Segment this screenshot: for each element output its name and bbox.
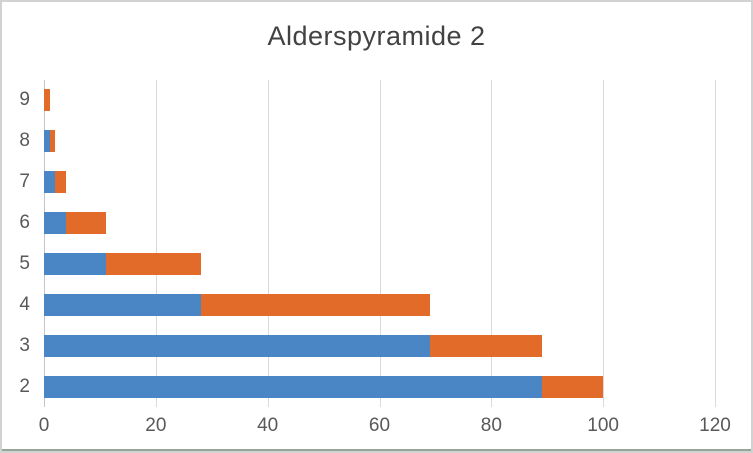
gridline bbox=[603, 80, 604, 407]
bar-segment-series-blue bbox=[44, 375, 542, 398]
y-axis-label: 8 bbox=[19, 130, 30, 152]
x-axis-label: 100 bbox=[587, 415, 619, 436]
bar-row bbox=[44, 293, 715, 316]
x-axis-label: 60 bbox=[368, 415, 391, 436]
bar-segment-series-blue bbox=[44, 293, 201, 316]
bar-row bbox=[44, 375, 715, 398]
bar-segment-series-orange bbox=[55, 171, 67, 194]
bar-row bbox=[44, 89, 715, 112]
gridline bbox=[268, 80, 269, 407]
bar-segment-series-orange bbox=[200, 293, 430, 316]
y-axis-label: 4 bbox=[19, 293, 30, 315]
x-axis-label: 120 bbox=[699, 415, 731, 436]
y-axis-label: 5 bbox=[19, 252, 30, 274]
gridline bbox=[156, 80, 157, 407]
gridline bbox=[491, 80, 492, 407]
x-axis-label: 0 bbox=[38, 415, 50, 436]
chart-title: Alderspyramide 2 bbox=[267, 21, 486, 51]
bar-segment-series-orange bbox=[49, 130, 56, 153]
bar-row bbox=[44, 212, 715, 235]
x-axis-label: 40 bbox=[257, 415, 279, 436]
value-axis-line bbox=[44, 80, 45, 407]
bar-row bbox=[44, 334, 715, 357]
gridline bbox=[715, 80, 716, 407]
bar-segment-series-orange bbox=[66, 212, 106, 235]
plot-area bbox=[44, 80, 716, 407]
bar-segment-series-orange bbox=[44, 89, 50, 112]
bar-segment-series-blue bbox=[44, 171, 56, 194]
y-axis-label: 2 bbox=[19, 375, 30, 397]
y-axis-label: 9 bbox=[19, 89, 30, 111]
bar-segment-series-orange bbox=[429, 334, 542, 357]
bar-segment-series-blue bbox=[44, 130, 50, 153]
y-axis-label: 7 bbox=[19, 171, 30, 193]
x-axis-label: 20 bbox=[145, 415, 167, 436]
sheet-edge-line bbox=[2, 449, 751, 451]
bar-segment-series-blue bbox=[44, 334, 430, 357]
x-axis-label: 80 bbox=[480, 415, 502, 436]
bar-segment-series-blue bbox=[44, 212, 67, 235]
bar-row bbox=[44, 130, 715, 153]
bar-segment-series-blue bbox=[44, 252, 106, 275]
y-axis-label: 6 bbox=[19, 212, 30, 234]
bar-row bbox=[44, 171, 715, 194]
bar-row bbox=[44, 252, 715, 275]
bar-segment-series-orange bbox=[105, 252, 201, 275]
bar-segment-series-orange bbox=[541, 375, 604, 398]
gridline bbox=[380, 80, 381, 407]
y-axis-label: 3 bbox=[19, 334, 30, 356]
